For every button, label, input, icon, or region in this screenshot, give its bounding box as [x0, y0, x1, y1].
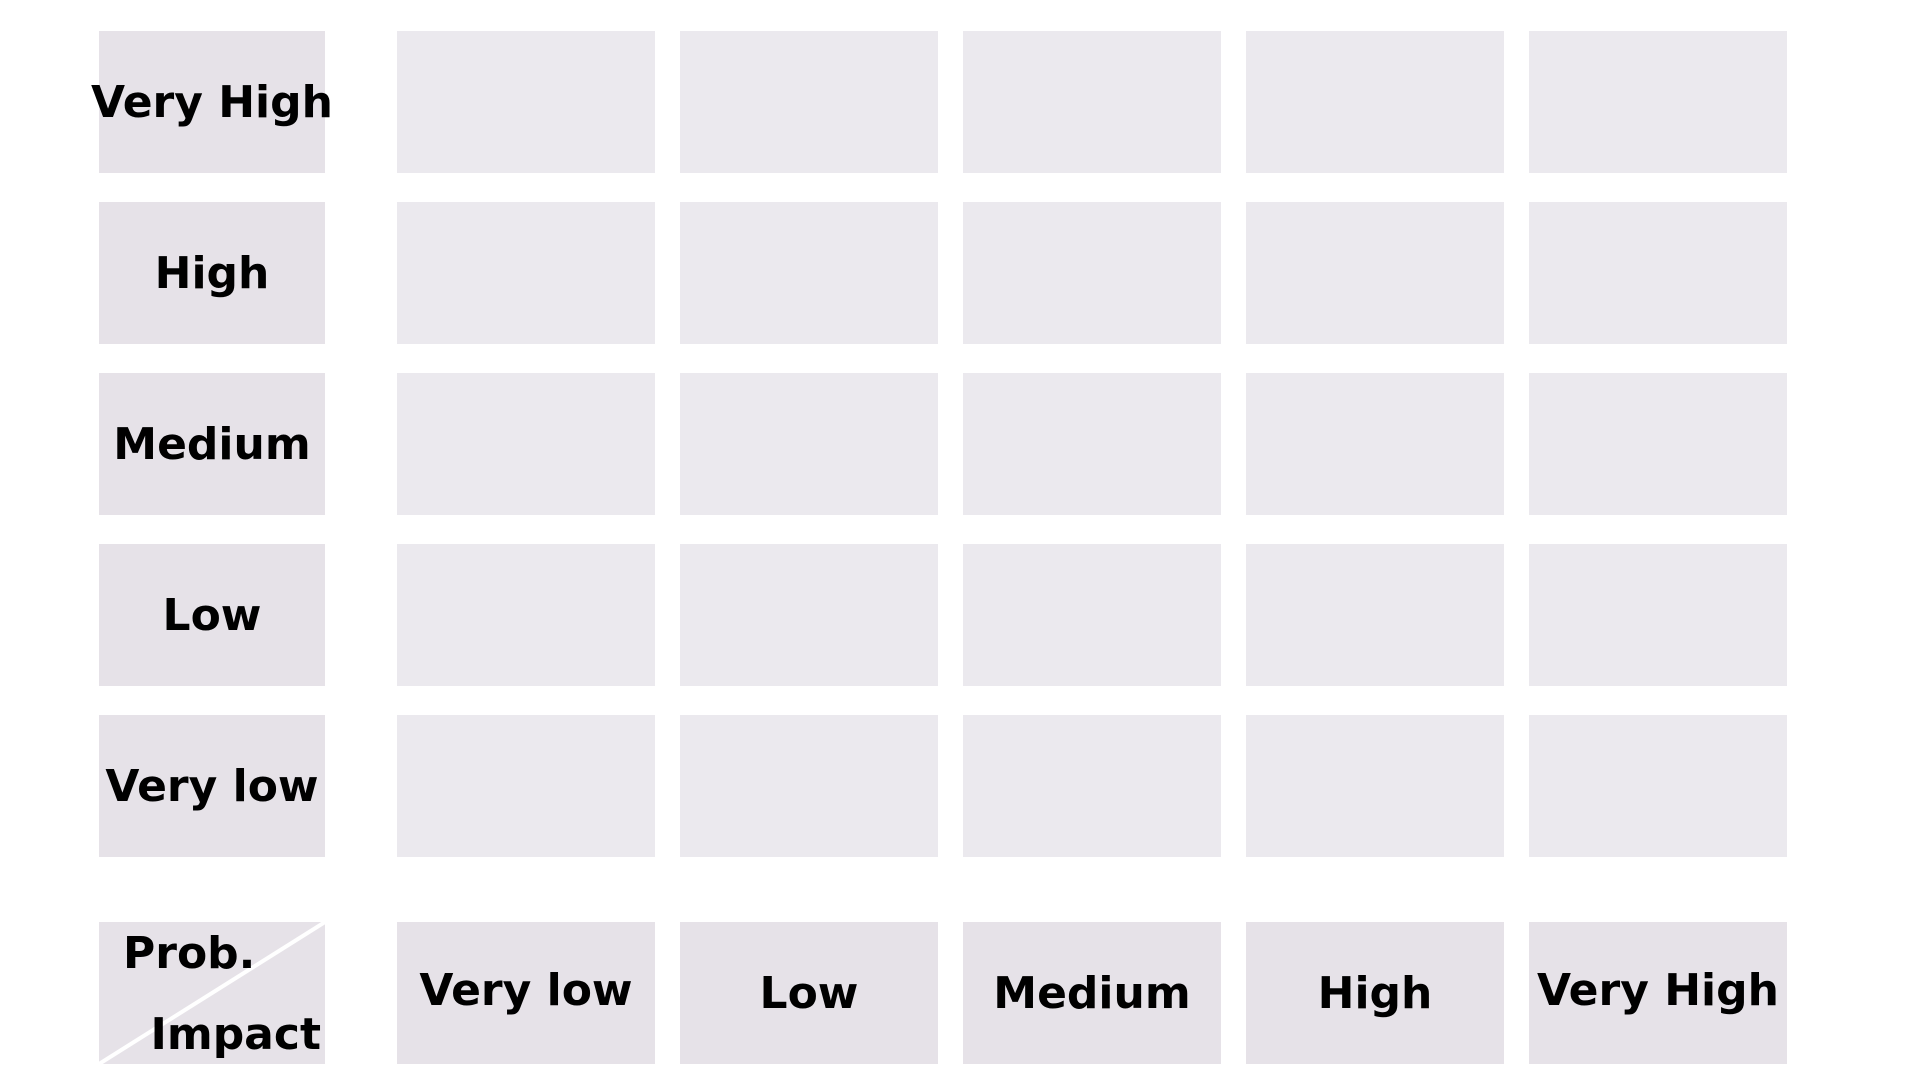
- matrix-cell: [963, 715, 1221, 857]
- matrix-cell: [1246, 202, 1504, 344]
- matrix-cell: [397, 715, 655, 857]
- matrix-cell: [680, 715, 938, 857]
- matrix-cell: [963, 31, 1221, 173]
- matrix-cell: [963, 544, 1221, 686]
- matrix-cell: [1246, 544, 1504, 686]
- matrix-cell: [397, 544, 655, 686]
- matrix-cell: [680, 544, 938, 686]
- matrix-cell: [397, 373, 655, 515]
- row-header-very-high: Very High: [91, 31, 333, 173]
- matrix-cell: [1529, 373, 1787, 515]
- matrix-cell: [1529, 31, 1787, 173]
- column-header-high: High: [1246, 922, 1504, 1064]
- matrix-cell: [680, 31, 938, 173]
- matrix-cell: [1529, 544, 1787, 686]
- matrix-cell: [963, 202, 1221, 344]
- row-header-very-low: Very low: [99, 715, 325, 857]
- column-header-very-low: Very low: [397, 922, 655, 1064]
- matrix-cell: [1529, 202, 1787, 344]
- matrix-cell: [1529, 715, 1787, 857]
- column-header-medium: Medium: [963, 922, 1221, 1064]
- matrix-cell: [963, 373, 1221, 515]
- matrix-cell: [680, 373, 938, 515]
- matrix-cell: [1246, 31, 1504, 173]
- matrix-cell: [397, 31, 655, 173]
- matrix-cell: [1246, 715, 1504, 857]
- matrix-cell: [680, 202, 938, 344]
- matrix-cell: [397, 202, 655, 344]
- diagonal-divider: [99, 922, 325, 1064]
- axis-corner-cell: Prob. Impact: [99, 922, 325, 1064]
- row-header-high: High: [99, 202, 325, 344]
- row-header-medium: Medium: [99, 373, 325, 515]
- row-header-low: Low: [99, 544, 325, 686]
- matrix-cell: [1246, 373, 1504, 515]
- probability-axis-label: Prob.: [123, 928, 256, 979]
- column-header-low: Low: [680, 922, 938, 1064]
- column-header-very-high: Very High: [1529, 922, 1787, 1064]
- impact-axis-label: Impact: [150, 1009, 321, 1060]
